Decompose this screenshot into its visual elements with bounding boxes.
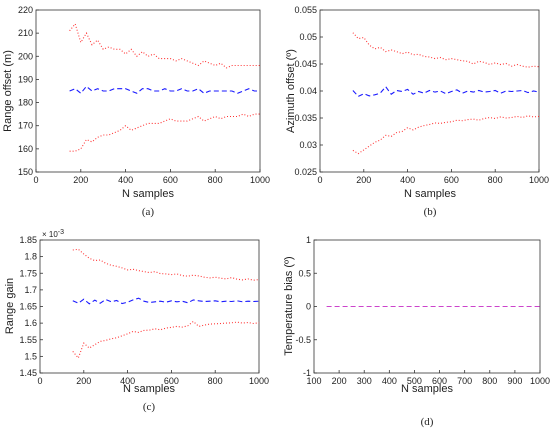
y-tick-label: 1 <box>306 235 311 245</box>
y-tick-label: 1.75 <box>19 268 37 278</box>
y-tick-label: 0.045 <box>294 59 317 69</box>
panel-label: (a) <box>142 206 155 218</box>
x-tick-label: 1000 <box>530 376 550 386</box>
x-tick-label: 800 <box>482 376 497 386</box>
y-tick-label: 200 <box>18 51 33 61</box>
series-layer <box>72 248 260 360</box>
panel-d-temperature-bias: 100 200 300 400 500 600 700 800 900 1000 -1 -0.5 0 0.… <box>283 235 550 428</box>
exponent-value: -3 <box>58 229 64 236</box>
x-tick-label: 1000 <box>250 175 270 185</box>
x-tick-label: 300 <box>357 376 372 386</box>
x-axis-label: N samples <box>123 383 175 395</box>
x-tick-label: 400 <box>382 376 397 386</box>
x-tick-label: 1000 <box>529 175 549 185</box>
y-axis-label: Azimuth offset (º) <box>285 49 297 133</box>
y-tick-label: 180 <box>18 98 33 108</box>
x-axis-label: N samples <box>401 383 453 395</box>
axis-ticks: 0 200 400 600 800 1000 0.025 0.03 0.035 0.04 0.045… <box>294 5 549 185</box>
panel-b-azimuth-offset: 0 200 400 600 800 1000 0.025 0.03 0.035 0.04 0.045… <box>285 5 549 218</box>
axis-ticks: 0 200 400 600 800 1000 150 160 170 180 190 200 210 22… <box>18 5 270 185</box>
x-axis-label: N samples <box>122 188 174 200</box>
series-line-lower <box>352 115 540 155</box>
panel-label: (d) <box>421 416 434 428</box>
y-tick-label: 190 <box>18 74 33 84</box>
y-tick-label: 1.85 <box>19 235 37 245</box>
y-tick-label: 160 <box>18 144 33 154</box>
x-tick-label: 100 <box>306 376 321 386</box>
axis-ticks: 100 200 300 400 500 600 700 800 900 1000 -1 -0.5 0 0.… <box>295 235 550 386</box>
panel-c-range-gain: 0 200 400 600 800 1000 1.45 1.5 1.55 1.6 1.65 1.7 1.… <box>4 229 269 413</box>
y-tick-label: 150 <box>18 167 33 177</box>
y-tick-label: 210 <box>18 28 33 38</box>
y-tick-label: -1 <box>303 368 311 378</box>
y-tick-label: 1.45 <box>19 368 37 378</box>
series-line-lower <box>69 113 260 152</box>
plot-area <box>35 9 261 173</box>
series-line-mean <box>352 85 540 98</box>
series-line-upper <box>69 22 260 69</box>
y-tick-label: 220 <box>18 5 33 15</box>
x-tick-label: 600 <box>432 376 447 386</box>
panel-label: (b) <box>424 206 437 218</box>
x-tick-label: 800 <box>208 376 223 386</box>
x-tick-label: 400 <box>400 175 415 185</box>
y-tick-label: 1.8 <box>24 252 37 262</box>
x-tick-label: 500 <box>407 376 422 386</box>
x-axis-label: N samples <box>404 188 456 200</box>
x-tick-label: 600 <box>444 175 459 185</box>
x-tick-label: 600 <box>164 376 179 386</box>
y-axis-label: Range gain <box>4 278 16 334</box>
series-line-lower <box>72 320 260 360</box>
y-tick-label: 1.6 <box>24 318 37 328</box>
y-tick-label: 0.035 <box>294 113 317 123</box>
x-tick-label: 200 <box>332 376 347 386</box>
y-tick-label: 0.03 <box>299 140 317 150</box>
x-tick-label: 1000 <box>249 376 269 386</box>
panel-label: (c) <box>143 401 156 413</box>
series-line-upper <box>72 248 260 281</box>
axis-ticks: 0 200 400 600 800 1000 1.45 1.5 1.55 1.6 1.65 1.7 1.… <box>19 235 269 386</box>
y-tick-label: 0.055 <box>294 5 317 15</box>
x-tick-label: 600 <box>163 175 178 185</box>
y-axis-label: Range offset (m) <box>2 50 14 132</box>
y-tick-label: 1.7 <box>24 285 37 295</box>
y-tick-label: 0.04 <box>299 86 317 96</box>
x-tick-label: 200 <box>73 175 88 185</box>
x-tick-label: 800 <box>208 175 223 185</box>
y-tick-label: 0.025 <box>294 167 317 177</box>
series-layer <box>69 22 260 152</box>
x-tick-label: 900 <box>507 376 522 386</box>
x-tick-label: 0 <box>37 376 42 386</box>
x-tick-label: 700 <box>457 376 472 386</box>
x-tick-label: 800 <box>488 175 503 185</box>
y-tick-label: 1.65 <box>19 302 37 312</box>
series-line-upper <box>352 32 540 68</box>
y-tick-label: 0.5 <box>298 268 311 278</box>
x-tick-label: 0 <box>317 175 322 185</box>
series-line-mean <box>69 85 260 95</box>
y-tick-label: 1.5 <box>24 351 37 361</box>
x-tick-label: 400 <box>118 175 133 185</box>
y-tick-label: 1.55 <box>19 335 37 345</box>
exponent-label: × 10-3 <box>42 229 64 239</box>
y-tick-label: 170 <box>18 121 33 131</box>
x-tick-label: 0 <box>33 175 38 185</box>
x-tick-label: 200 <box>76 376 91 386</box>
x-tick-label: 400 <box>120 376 135 386</box>
y-axis-label: Temperature bias (º) <box>283 256 295 355</box>
y-tick-label: -0.5 <box>295 335 311 345</box>
panel-a-range-offset: 0 200 400 600 800 1000 150 160 170 180 190 200 210 22… <box>2 5 270 218</box>
plot-area <box>39 239 260 374</box>
y-tick-label: 0.05 <box>299 32 317 42</box>
y-tick-label: 0 <box>306 302 311 312</box>
series-line-mean <box>72 297 260 305</box>
x-tick-label: 200 <box>356 175 371 185</box>
series-layer <box>352 32 540 155</box>
